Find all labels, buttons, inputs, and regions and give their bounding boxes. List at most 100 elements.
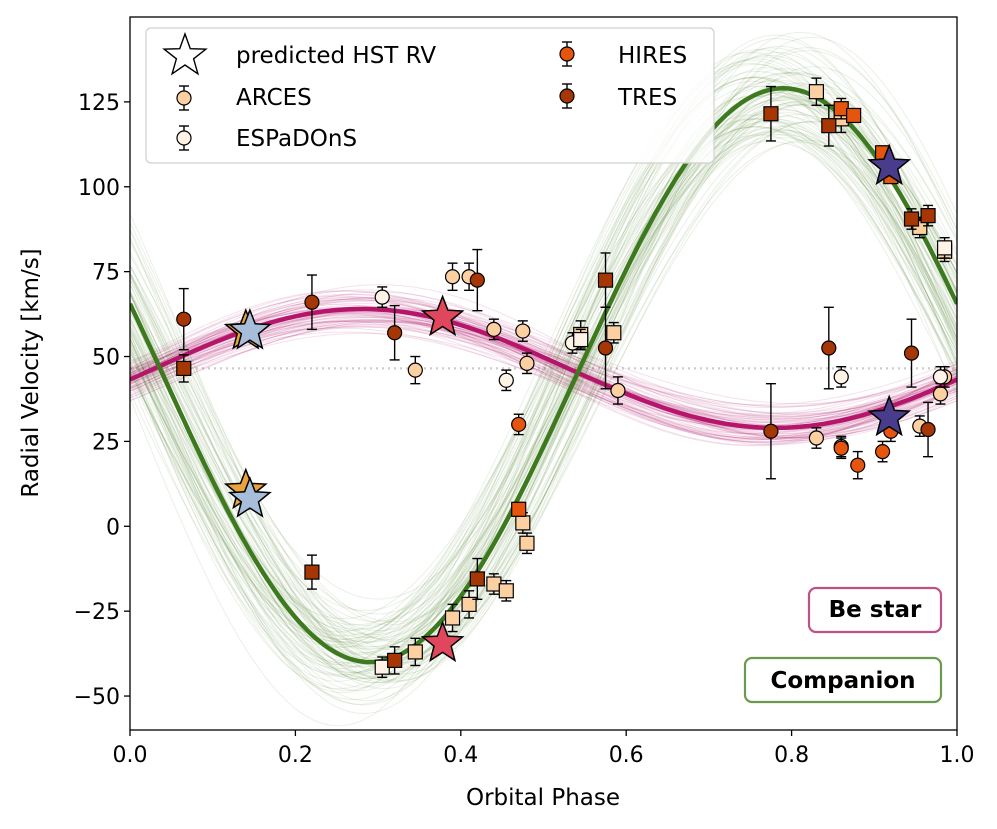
companion-posterior-curve <box>130 70 957 640</box>
companion-posterior-curve <box>130 131 957 674</box>
companion-posterior-curve <box>130 114 957 648</box>
data-point-espadons-be_star <box>498 369 514 392</box>
data-point-tres-companion <box>920 204 936 227</box>
be-star-posterior-curve <box>130 321 957 439</box>
data-point-arces-be_star <box>444 262 461 292</box>
companion-posterior-curve <box>130 36 957 682</box>
data-point-tres-be_star <box>920 401 936 458</box>
data-point-hires-be_star <box>874 440 891 463</box>
data-point-arces-be_star <box>808 427 825 449</box>
companion-posterior-curve <box>130 121 957 635</box>
companion-posterior-curve <box>130 133 957 656</box>
x-tick-label: 1.0 <box>940 743 975 768</box>
y-tick-label: 25 <box>92 430 120 455</box>
data-point-hires-be_star <box>511 413 527 436</box>
be-star-posterior-curve <box>130 319 957 423</box>
legend-arces-marker <box>176 85 192 111</box>
companion-posterior-curve <box>130 85 957 680</box>
data-point-tres-companion <box>304 554 320 590</box>
companion-posterior-curve <box>130 77 957 669</box>
x-tick-label: 0.4 <box>443 743 478 768</box>
companion-posterior-curve <box>130 49 957 651</box>
plot-frame <box>129 16 958 731</box>
be-star-posterior-curve <box>130 294 957 423</box>
data-point-tres-be_star <box>597 306 614 390</box>
be-star-posterior-curve <box>130 296 957 415</box>
companion-posterior-curve <box>130 141 957 662</box>
companion-posterior-curve <box>130 85 957 678</box>
companion-posterior-curve <box>130 118 957 654</box>
companion-posterior-curve <box>130 112 957 654</box>
companion-posterior-curve <box>130 56 957 674</box>
companion-posterior-curve <box>130 104 957 674</box>
companion-posterior-curve <box>130 121 957 641</box>
be-star-posterior-curve <box>130 319 957 419</box>
companion-posterior-curve <box>130 62 957 665</box>
be-star-posterior-curve <box>130 295 957 441</box>
model-curves <box>130 31 957 727</box>
be-star-posterior-curve <box>130 299 957 417</box>
companion-posterior-curve <box>130 127 957 665</box>
companion-posterior-curve <box>130 72 957 684</box>
data-point-hires-companion <box>846 107 862 124</box>
data-point-arces-companion <box>444 603 461 633</box>
data-point-arces-companion <box>606 321 622 344</box>
companion-posterior-curve <box>130 121 957 626</box>
data-point-tres-be_star <box>387 304 403 361</box>
data-point-tres-companion <box>469 557 485 600</box>
x-axis-label: Orbital Phase <box>466 785 620 811</box>
legend-espadons-label: ESPaDOnS <box>236 126 357 152</box>
data-point-hires-be_star <box>833 437 849 460</box>
y-tick-label: 50 <box>92 346 120 371</box>
companion-posterior-curve <box>130 125 957 626</box>
x-tick-label: 0.6 <box>609 743 644 768</box>
data-point-espadons-companion <box>374 656 390 679</box>
data-point-arces-companion <box>461 590 477 619</box>
be-star-posterior-curve <box>130 297 957 418</box>
data-point-tres-be_star <box>176 287 192 351</box>
y-tick-label: −25 <box>74 600 120 625</box>
companion-posterior-curve <box>130 73 957 626</box>
data-point-tres-companion <box>821 104 837 147</box>
data-points <box>176 77 953 679</box>
companion-posterior-curve <box>130 80 957 690</box>
data-point-arces-be_star <box>515 320 531 342</box>
y-tick-label: −50 <box>74 685 120 710</box>
data-point-tres-be_star <box>763 382 779 480</box>
data-point-tres-be_star <box>469 248 485 312</box>
companion-posterior-curve <box>130 114 957 666</box>
data-point-espadons-be_star <box>374 286 390 308</box>
y-tick-label: 125 <box>78 91 120 116</box>
data-point-hires-companion <box>511 501 527 517</box>
data-point-arces-companion <box>519 532 535 555</box>
predicted-hst-rv-star <box>867 394 912 437</box>
companion-posterior-curve <box>130 126 957 676</box>
data-point-arces-be_star <box>610 376 626 405</box>
data-point-espadons-be_star <box>833 366 849 388</box>
legend-predicted-label: predicted HST RV <box>236 43 436 69</box>
be-star-posterior-curve <box>130 289 957 425</box>
companion-posterior-curve <box>130 126 957 640</box>
y-tick-label: 0 <box>106 515 120 540</box>
data-point-tres-companion <box>597 252 614 308</box>
companion-posterior-curve <box>130 95 957 643</box>
companion-posterior-curve <box>130 104 957 667</box>
companion-posterior-curve <box>130 94 957 630</box>
companion-posterior-curve <box>130 92 957 702</box>
be-star-posterior-curve <box>130 332 957 430</box>
be-star-posterior-curve <box>130 307 957 427</box>
legend-espadons-marker <box>176 125 192 151</box>
companion-posterior-curve <box>130 121 957 643</box>
data-point-tres-be_star <box>903 318 920 388</box>
predicted-hst-rv-star <box>420 620 465 663</box>
companion-posterior-curve <box>130 47 957 683</box>
be-star-posterior-curve <box>130 325 957 419</box>
x-tick-label: 0.2 <box>278 743 313 768</box>
companion-posterior-curve <box>130 129 957 643</box>
be-star-posterior-curve <box>130 311 957 417</box>
companion-posterior-curve <box>130 49 957 691</box>
axis-ticks: 0.0 0.2 0.4 0.6 0.8 1.0 −50 −25 0 25 50 75 100 125 <box>74 91 975 768</box>
data-point-espadons-companion <box>936 236 953 259</box>
be-star-posterior-curve <box>130 326 957 421</box>
y-axis-label: Radial Velocity [km/s] <box>18 248 44 497</box>
